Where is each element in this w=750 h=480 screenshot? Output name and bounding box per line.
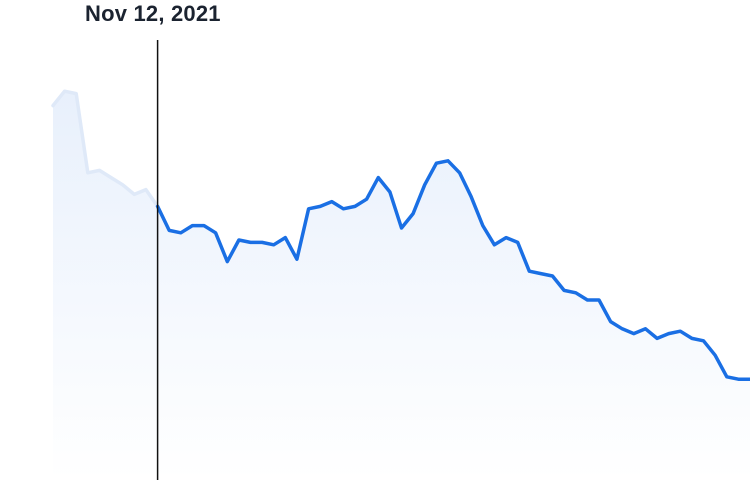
data-point[interactable]: [121, 183, 125, 187]
data-point[interactable]: [341, 207, 345, 211]
data-point[interactable]: [620, 327, 624, 331]
data-point[interactable]: [307, 207, 311, 211]
data-point[interactable]: [318, 204, 322, 208]
data-point[interactable]: [562, 288, 566, 292]
data-point[interactable]: [411, 212, 415, 216]
data-point[interactable]: [144, 188, 148, 192]
series-line-after-cursor: [155, 159, 750, 381]
data-point[interactable]: [434, 161, 438, 165]
data-point[interactable]: [353, 204, 357, 208]
data-point[interactable]: [109, 176, 113, 180]
data-point[interactable]: [376, 176, 380, 180]
data-point[interactable]: [283, 236, 287, 240]
data-point[interactable]: [63, 89, 67, 93]
data-point[interactable]: [504, 236, 508, 240]
data-point[interactable]: [713, 353, 717, 357]
data-point[interactable]: [225, 260, 229, 264]
data-point[interactable]: [678, 329, 682, 333]
data-point[interactable]: [469, 195, 473, 199]
data-point[interactable]: [725, 375, 729, 379]
data-point[interactable]: [167, 228, 171, 232]
data-point[interactable]: [574, 291, 578, 295]
data-point[interactable]: [539, 272, 543, 276]
data-point[interactable]: [272, 243, 276, 247]
data-point[interactable]: [644, 327, 648, 331]
area-fill: [53, 91, 750, 480]
series-line-before-cursor: [51, 89, 160, 209]
data-point[interactable]: [551, 274, 555, 278]
data-point[interactable]: [446, 159, 450, 163]
data-point[interactable]: [690, 336, 694, 340]
data-point[interactable]: [74, 92, 78, 96]
data-point[interactable]: [516, 240, 520, 244]
data-point[interactable]: [179, 231, 183, 235]
data-point[interactable]: [609, 320, 613, 324]
data-point[interactable]: [295, 257, 299, 261]
data-point[interactable]: [458, 171, 462, 175]
data-point[interactable]: [249, 240, 253, 244]
data-point[interactable]: [190, 224, 194, 228]
data-point[interactable]: [330, 200, 334, 204]
data-point[interactable]: [51, 104, 55, 108]
data-point[interactable]: [736, 377, 740, 381]
data-point[interactable]: [365, 197, 369, 201]
data-point[interactable]: [632, 332, 636, 336]
data-point[interactable]: [481, 224, 485, 228]
data-point[interactable]: [132, 192, 136, 196]
data-point[interactable]: [655, 336, 659, 340]
data-point[interactable]: [585, 298, 589, 302]
cursor-date-label: Nov 12, 2021: [85, 1, 221, 26]
data-point[interactable]: [400, 226, 404, 230]
data-point[interactable]: [702, 339, 706, 343]
data-point[interactable]: [202, 224, 206, 228]
data-point[interactable]: [86, 171, 90, 175]
data-point[interactable]: [260, 240, 264, 244]
data-point[interactable]: [492, 243, 496, 247]
data-point[interactable]: [597, 298, 601, 302]
data-point[interactable]: [527, 269, 531, 273]
data-point[interactable]: [214, 231, 218, 235]
data-point[interactable]: [98, 168, 102, 172]
data-point[interactable]: [423, 183, 427, 187]
data-point[interactable]: [388, 190, 392, 194]
data-point[interactable]: [237, 238, 241, 242]
data-point[interactable]: [667, 332, 671, 336]
